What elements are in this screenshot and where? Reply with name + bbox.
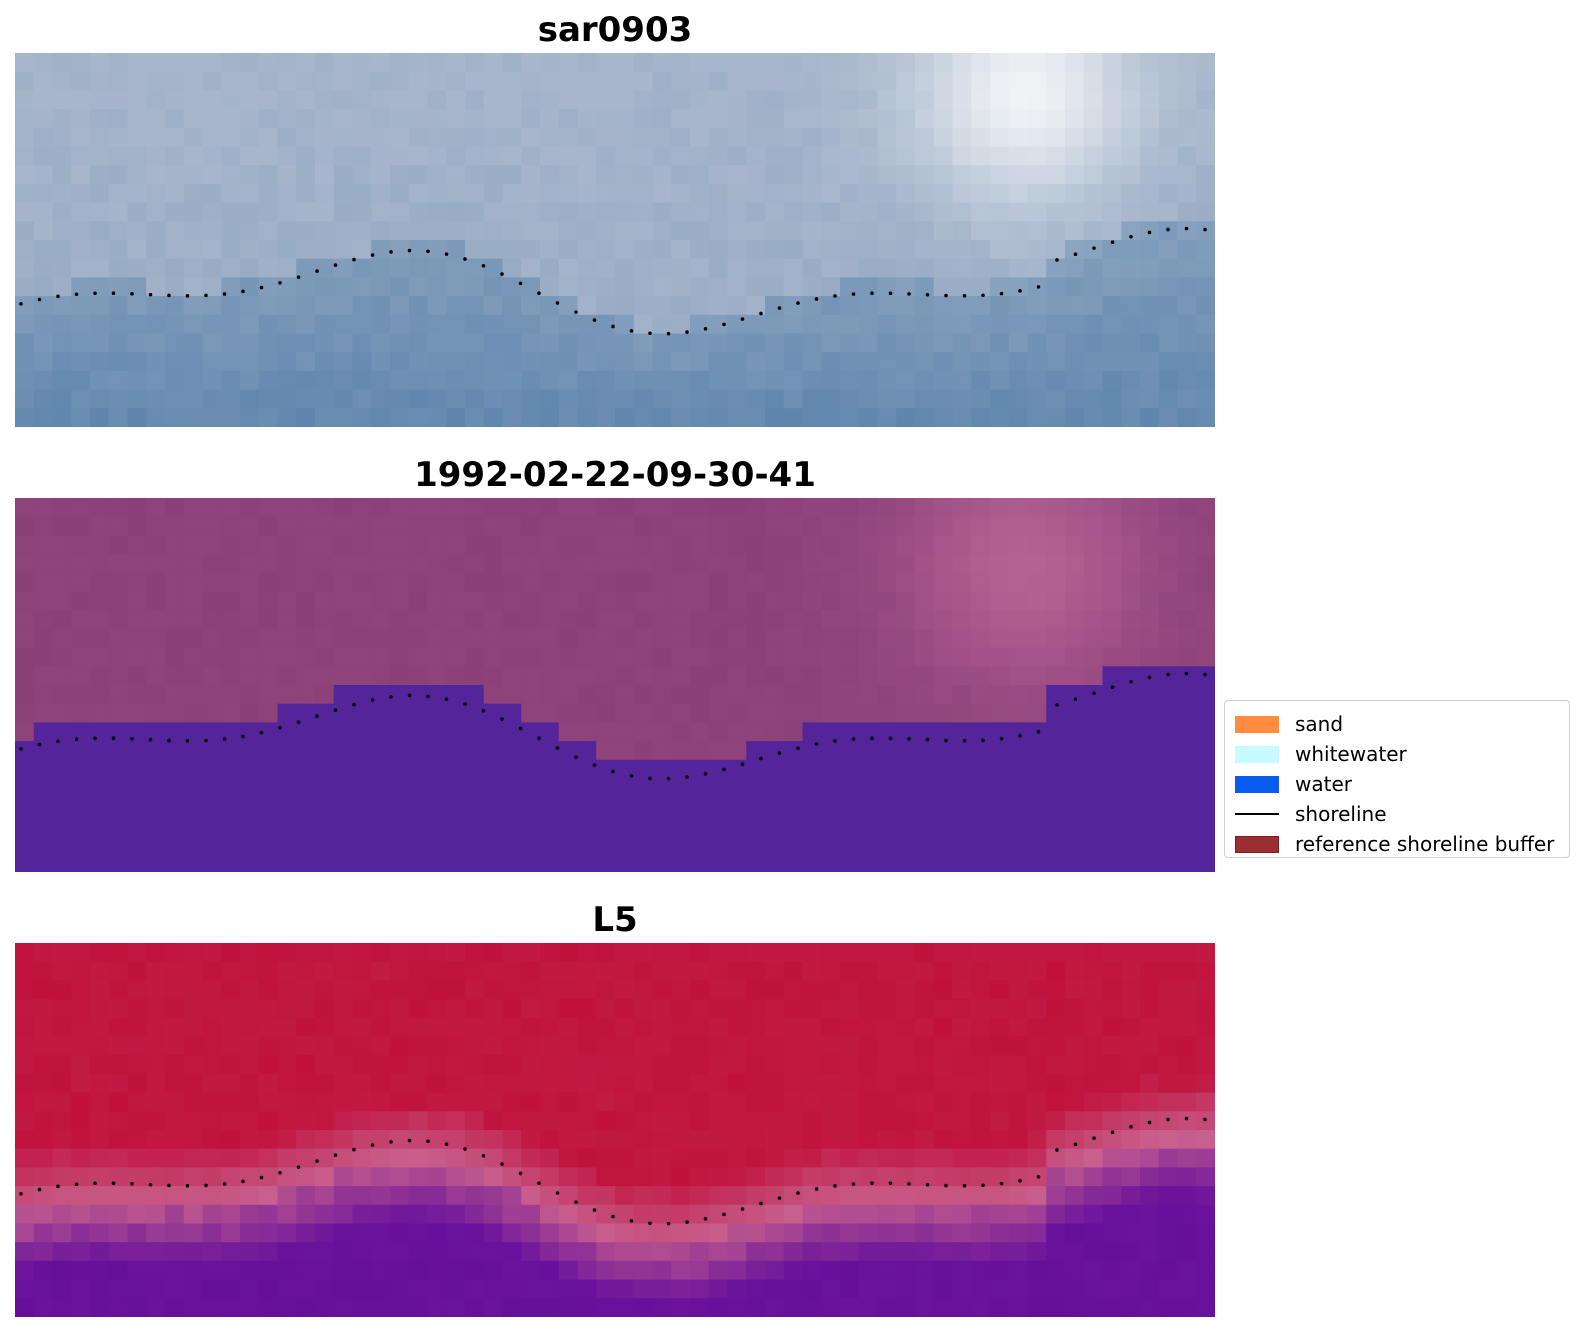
panel-title-classified: 1992-02-22-09-30-41 [414, 455, 816, 495]
legend-item-shoreline: shoreline [1233, 799, 1561, 829]
legend-item-reference-buffer: reference shoreline buffer [1233, 829, 1561, 859]
panel-classified-image [15, 498, 1215, 872]
legend-swatch-water [1235, 775, 1279, 793]
sar-image-canvas [15, 53, 1215, 427]
panel-title-sar: sar0903 [537, 10, 693, 50]
legend-item-sand: sand [1233, 709, 1561, 739]
l5-image-canvas [15, 943, 1215, 1317]
panel-l5-image [15, 943, 1215, 1317]
panel-sar-image [15, 53, 1215, 427]
legend-item-whitewater: whitewater [1233, 739, 1561, 769]
legend-label-whitewater: whitewater [1295, 742, 1407, 766]
legend-swatch-reference-buffer [1235, 835, 1279, 853]
legend: sand whitewater water shoreline referenc… [1224, 700, 1570, 858]
classified-image-canvas [15, 498, 1215, 872]
legend-swatch-sand [1235, 715, 1279, 733]
legend-label-water: water [1295, 772, 1352, 796]
legend-label-sand: sand [1295, 712, 1344, 736]
legend-swatch-whitewater [1235, 745, 1279, 763]
legend-swatch-shoreline [1235, 813, 1279, 815]
panel-title-l5: L5 [592, 900, 638, 940]
legend-label-shoreline: shoreline [1295, 802, 1387, 826]
legend-label-reference-buffer: reference shoreline buffer [1295, 832, 1555, 856]
legend-item-water: water [1233, 769, 1561, 799]
